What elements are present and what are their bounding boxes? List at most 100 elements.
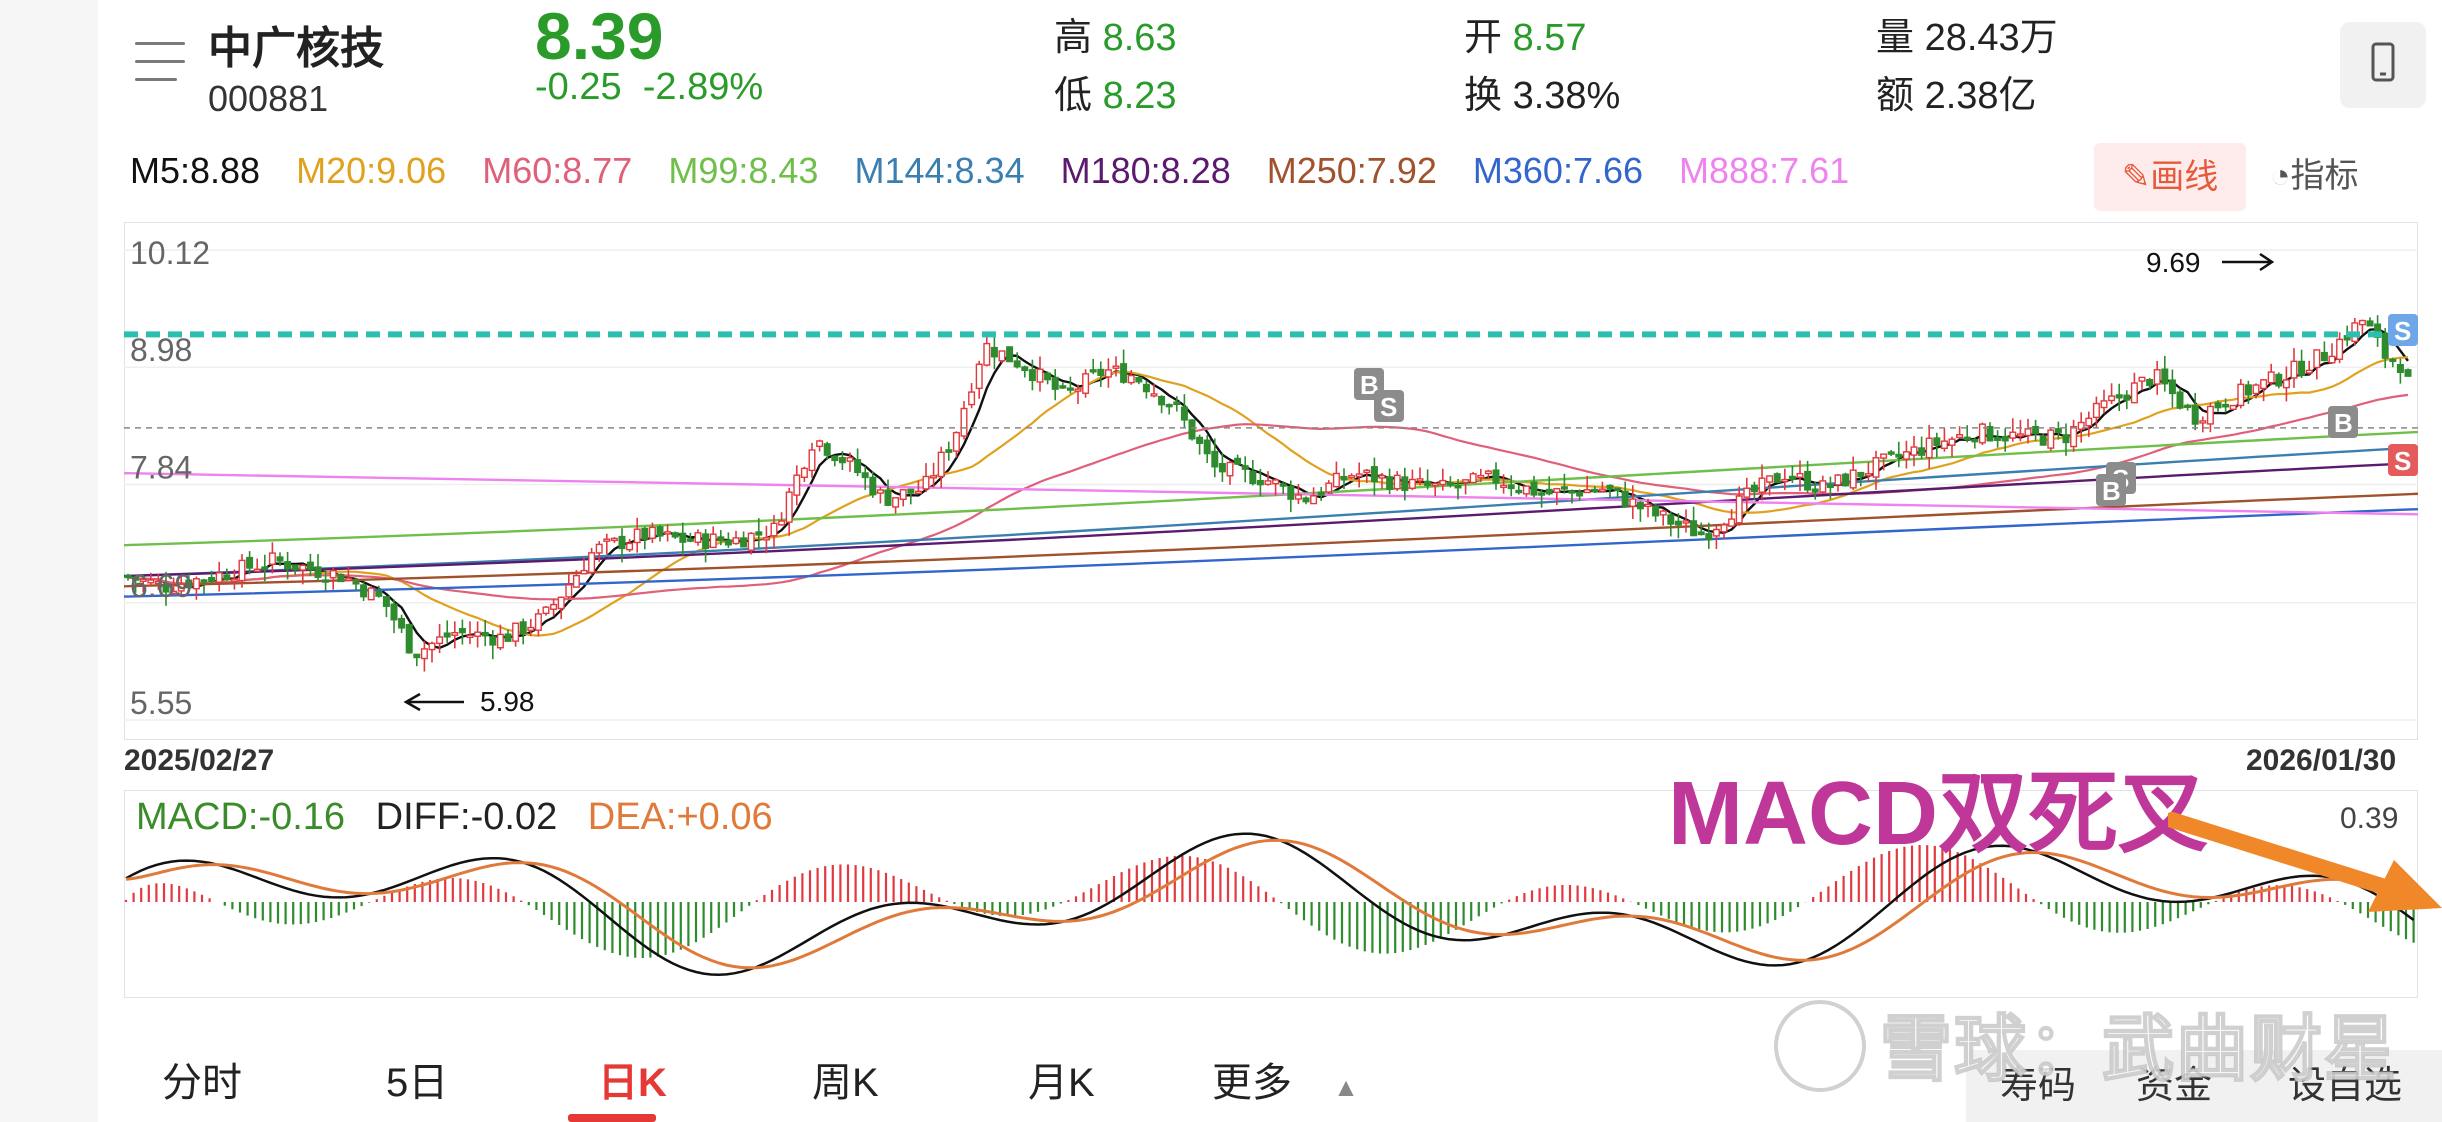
indicator-button[interactable]: ◔指标 [2270,157,2359,195]
candle-body [352,581,360,585]
candle-body [2381,332,2389,359]
candle-body [1712,528,1720,537]
candle-body [306,561,314,571]
stock-name: 中广核技 [208,24,384,73]
candle-body [1804,470,1812,491]
candle-body [686,538,694,542]
candle-body [2244,384,2252,396]
annotation-arrow [2168,812,2442,912]
candle-body [907,488,915,494]
candle-body [816,440,824,448]
candle-body [2282,379,2290,389]
candle-body [2404,369,2412,377]
ma20-label: M20:9.06 [296,150,447,191]
candle-body [314,566,322,578]
candle-body [1598,488,1606,492]
chip-button[interactable]: 寿码 [2000,1065,2077,1107]
tab-monthly-k[interactable]: 月K [1028,1061,1095,1105]
draw-line-button[interactable]: ✎画线 [2094,143,2246,211]
candle-body [2092,402,2100,419]
candle-body [930,475,938,479]
candle-body [2130,382,2138,404]
candle-body [1256,479,1264,486]
candle-body [671,532,679,538]
candle-body [1986,426,1994,442]
tab-5day[interactable]: 5日 [386,1061,449,1105]
candle-body [876,489,884,494]
funds-button[interactable]: 资金 [2136,1065,2213,1107]
candle-body [2336,338,2344,360]
candle-body [1218,463,1226,473]
candle-body [512,622,520,642]
quote-header [98,0,2442,135]
menu-icon[interactable] [135,42,185,82]
left-edge [0,0,98,1122]
low-stat: 低 8.23 [1054,75,1177,117]
tab-weekly-k[interactable]: 周K [812,1061,879,1105]
high-stat: 高 8.63 [1054,17,1177,59]
candle-body [299,564,307,571]
candle-body [2313,349,2321,369]
candle-body [603,538,611,542]
candle-body [474,631,482,637]
candle-body [2153,369,2161,385]
tab-intraday[interactable]: 分时 [162,1061,242,1105]
kline-chart[interactable]: 10.128.987.846.695.55 2025/02/27 9.695.9… [124,222,2418,740]
candle-body [1545,488,1553,495]
candle-body [960,407,968,437]
candle-body [1902,451,1910,460]
ma888-label: M888:7.61 [1679,150,1850,191]
candle-body [162,584,170,593]
candle-body [2214,402,2222,409]
candle-body [778,520,786,526]
candle-body [1842,473,1850,487]
candle-body [1963,436,1971,441]
candle-body [2260,379,2268,390]
candle-body [854,459,862,474]
candle-body [1051,376,1059,390]
candle-body [382,596,390,607]
candle-body [1705,533,1713,541]
diff-line [125,832,2415,976]
tab-daily-k[interactable]: 日K [598,1061,667,1105]
candle-body [413,653,421,659]
candle-body [527,626,535,632]
candle-body [139,578,147,582]
caret-up-icon: ▲ [1333,1072,1359,1102]
candle-body [2222,403,2230,408]
candle-body [1576,491,1584,497]
add-watchlist-button[interactable]: 设自选 [2288,1065,2403,1107]
candle-body [451,632,459,636]
candle-body [1758,477,1766,493]
candle-body [945,449,953,453]
candle-body [291,564,299,571]
phone-rotate-button[interactable] [2340,22,2426,108]
y-tick-label: 10.12 [130,235,210,271]
candle-body [1621,490,1629,507]
candle-body [1591,488,1599,493]
candle-body [1013,360,1021,368]
candle-body [610,537,618,542]
candle-body [132,576,140,581]
candle-body [1203,439,1211,455]
candle-body [565,584,573,598]
candle-body [1819,480,1827,493]
candle-body [709,533,717,549]
candle-body [1446,481,1454,486]
candle-body [588,552,596,574]
candle-body [1522,485,1530,495]
candle-body [1978,423,1986,444]
tab-more[interactable]: 更多 ▲ [1212,1061,1359,1105]
candle-body [1659,510,1667,516]
candle-body [367,587,375,601]
candle-body [922,475,930,490]
candle-body [785,491,793,523]
period-tabs: 分时 5日 日K 周K 月K 更多 ▲ [98,1040,2442,1122]
candle-body [1583,489,1591,494]
candle-body [732,537,740,545]
candle-body [1500,484,1508,489]
macd-chart[interactable]: 0.39 [124,790,2418,998]
candle-body [2077,421,2085,430]
candle-body [1492,469,1500,484]
candle-body [1507,484,1515,490]
